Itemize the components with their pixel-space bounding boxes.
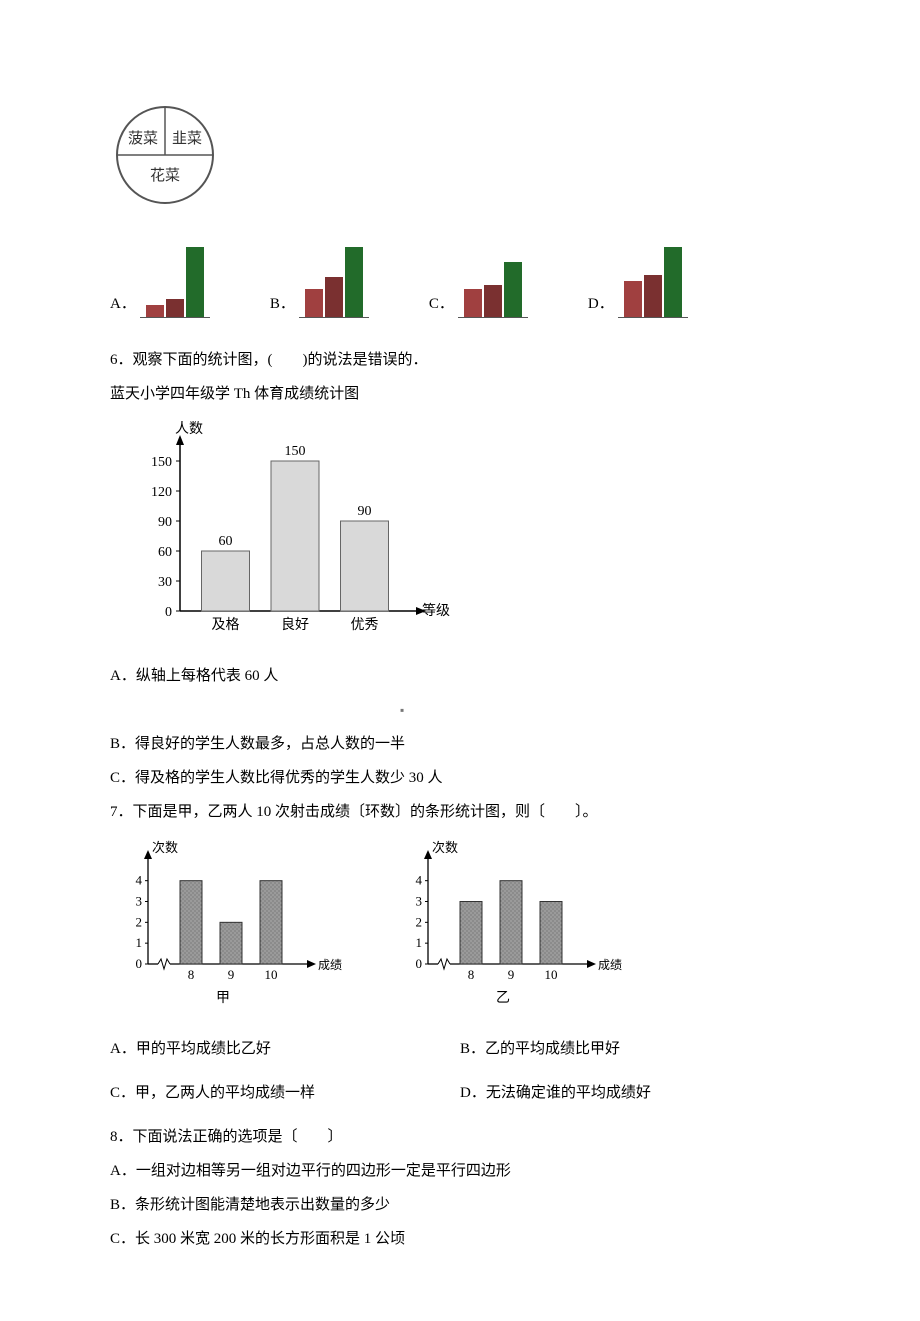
q8-option-b: B．条形统计图能清楚地表示出数量的多少 <box>110 1193 810 1217</box>
q7-bar-chart-jia: 次数成绩（环） 0 1 2 3 4 8 9 10 甲 <box>110 834 350 1009</box>
svg-text:1: 1 <box>416 935 423 950</box>
mini-bar-chart <box>618 238 688 318</box>
mini-bar-chart <box>140 238 210 318</box>
svg-text:4: 4 <box>136 873 143 888</box>
option-label: B． <box>270 292 295 316</box>
svg-text:甲: 甲 <box>216 991 230 1006</box>
mini-bar <box>484 285 502 317</box>
q6-option-b: B．得良好的学生人数最多，占总人数的一半 <box>110 732 810 756</box>
q7-options-row2: C．甲，乙两人的平均成绩一样 D．无法确定谁的平均成绩好 <box>110 1071 810 1115</box>
svg-text:良好: 良好 <box>281 617 309 633</box>
q8-option-c: C．长 300 米宽 200 米的长方形面积是 1 公顷 <box>110 1227 810 1251</box>
svg-text:2: 2 <box>416 914 423 929</box>
svg-text:2: 2 <box>136 914 143 929</box>
svg-text:4: 4 <box>416 873 423 888</box>
q7-option-b: B．乙的平均成绩比甲好 <box>460 1037 810 1061</box>
q6-option-a: A．纵轴上每格代表 60 人 <box>110 664 810 688</box>
svg-text:菠菜: 菠菜 <box>128 130 158 147</box>
q7-charts: 次数成绩（环） 0 1 2 3 4 8 9 10 甲 次数成绩（环） 0 1 2 3 4 8 9 10 乙 <box>110 834 810 1017</box>
svg-text:9: 9 <box>508 967 515 982</box>
mini-bar <box>624 281 642 317</box>
q7-chart-yi: 次数成绩（环） 0 1 2 3 4 8 9 10 乙 <box>390 834 630 1017</box>
mini-bar <box>166 299 184 317</box>
option-label: D． <box>588 292 614 316</box>
svg-text:150: 150 <box>285 444 306 459</box>
option-a: A． <box>110 238 210 318</box>
svg-text:8: 8 <box>468 967 475 982</box>
svg-text:1: 1 <box>136 935 143 950</box>
q7-options-row1: A．甲的平均成绩比乙好 B．乙的平均成绩比甲好 <box>110 1027 810 1071</box>
svg-text:等级: 等级 <box>422 602 450 619</box>
option-label: C． <box>429 292 454 316</box>
svg-text:次数: 次数 <box>432 840 458 855</box>
mini-bar <box>146 305 164 317</box>
svg-text:90: 90 <box>358 504 372 519</box>
svg-text:10: 10 <box>545 967 558 982</box>
mini-bar-chart <box>299 238 369 318</box>
svg-text:0: 0 <box>416 956 423 971</box>
q7-chart-jia: 次数成绩（环） 0 1 2 3 4 8 9 10 甲 <box>110 834 350 1017</box>
q6-chart: 人数等级 0 30 60 90 120 150 60 及格 150 良好 90 优秀 <box>130 421 810 649</box>
q7-option-d: D．无法确定谁的平均成绩好 <box>460 1081 810 1105</box>
mini-bar <box>644 275 662 317</box>
q6-bar-chart: 人数等级 0 30 60 90 120 150 60 及格 150 良好 90 优秀 <box>130 421 450 641</box>
mini-bar <box>305 289 323 317</box>
q8-stem: 8．下面说法正确的选项是〔 〕 <box>110 1125 810 1149</box>
svg-text:60: 60 <box>158 545 172 560</box>
q7-option-c: C．甲，乙两人的平均成绩一样 <box>110 1081 460 1105</box>
svg-text:150: 150 <box>151 455 172 470</box>
q6-option-c: C．得及格的学生人数比得优秀的学生人数少 30 人 <box>110 766 810 790</box>
svg-text:0: 0 <box>136 956 143 971</box>
option-d: D． <box>588 238 688 318</box>
mini-bar <box>186 247 204 317</box>
q7-option-a: A．甲的平均成绩比乙好 <box>110 1037 460 1061</box>
mini-bar <box>504 262 522 317</box>
svg-text:120: 120 <box>151 485 172 500</box>
svg-text:人数: 人数 <box>175 421 203 437</box>
q7-stem: 7．下面是甲，乙两人 10 次射击成绩〔环数〕的条形统计图，则〔 〕。 <box>110 800 810 824</box>
svg-text:30: 30 <box>158 575 172 590</box>
option-b: B． <box>270 238 369 318</box>
svg-text:韭菜: 韭菜 <box>172 130 202 147</box>
svg-text:成绩（环）: 成绩（环） <box>598 958 630 972</box>
mini-bar-chart <box>458 238 528 318</box>
svg-text:次数: 次数 <box>152 840 178 855</box>
watermark-dot: ▪ <box>400 703 404 717</box>
mini-bar <box>345 247 363 317</box>
q6-title: 蓝天小学四年级学 Th 体育成绩统计图 <box>110 382 810 406</box>
svg-text:成绩（环）: 成绩（环） <box>318 958 350 972</box>
svg-text:0: 0 <box>165 605 172 620</box>
option-c: C． <box>429 238 528 318</box>
pie-diagram: 菠菜韭菜花菜 <box>110 100 810 218</box>
svg-text:3: 3 <box>136 894 143 909</box>
question5-options: A． B． C． D． <box>110 238 810 318</box>
svg-text:90: 90 <box>158 515 172 530</box>
svg-text:花菜: 花菜 <box>150 167 180 184</box>
q6-stem: 6．观察下面的统计图，( )的说法是错误的． <box>110 348 810 372</box>
svg-text:8: 8 <box>188 967 195 982</box>
svg-text:10: 10 <box>265 967 278 982</box>
mini-bar <box>325 277 343 317</box>
svg-text:优秀: 优秀 <box>351 617 379 633</box>
svg-text:及格: 及格 <box>212 617 240 633</box>
svg-text:60: 60 <box>219 534 233 549</box>
mini-bar <box>664 247 682 317</box>
q8-option-a: A．一组对边相等另一组对边平行的四边形一定是平行四边形 <box>110 1159 810 1183</box>
svg-text:9: 9 <box>228 967 235 982</box>
mini-bar <box>464 289 482 317</box>
q7-bar-chart-yi: 次数成绩（环） 0 1 2 3 4 8 9 10 乙 <box>390 834 630 1009</box>
svg-text:3: 3 <box>416 894 423 909</box>
svg-text:乙: 乙 <box>496 990 510 1006</box>
option-label: A． <box>110 292 136 316</box>
pie-svg: 菠菜韭菜花菜 <box>110 100 220 210</box>
